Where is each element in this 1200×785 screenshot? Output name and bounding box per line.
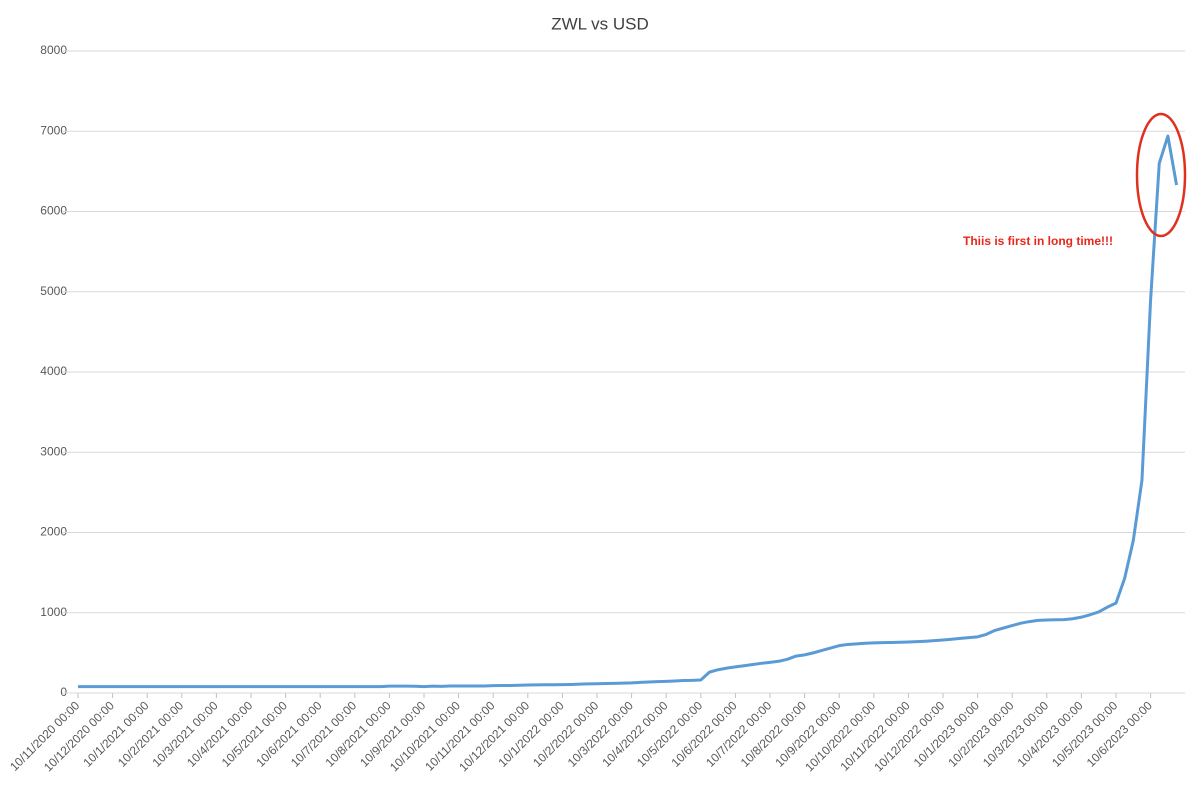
- data-line: [78, 134, 1179, 689]
- highlight-ellipse: [1135, 112, 1187, 238]
- y-tick-label: 0: [60, 685, 67, 699]
- y-tick-label: 2000: [40, 525, 67, 539]
- chart-title: ZWL vs USD: [551, 14, 649, 33]
- y-tick-label: 3000: [40, 444, 67, 458]
- annotation: Thiis is first in long time!!!: [963, 234, 1113, 248]
- y-tick-label: 6000: [40, 204, 67, 218]
- y-tick-label: 5000: [40, 284, 67, 298]
- y-tick-label: 4000: [40, 364, 67, 378]
- y-tick-label: 7000: [40, 123, 67, 137]
- y-tick-label: 8000: [40, 43, 67, 57]
- y-tick-label: 1000: [40, 605, 67, 619]
